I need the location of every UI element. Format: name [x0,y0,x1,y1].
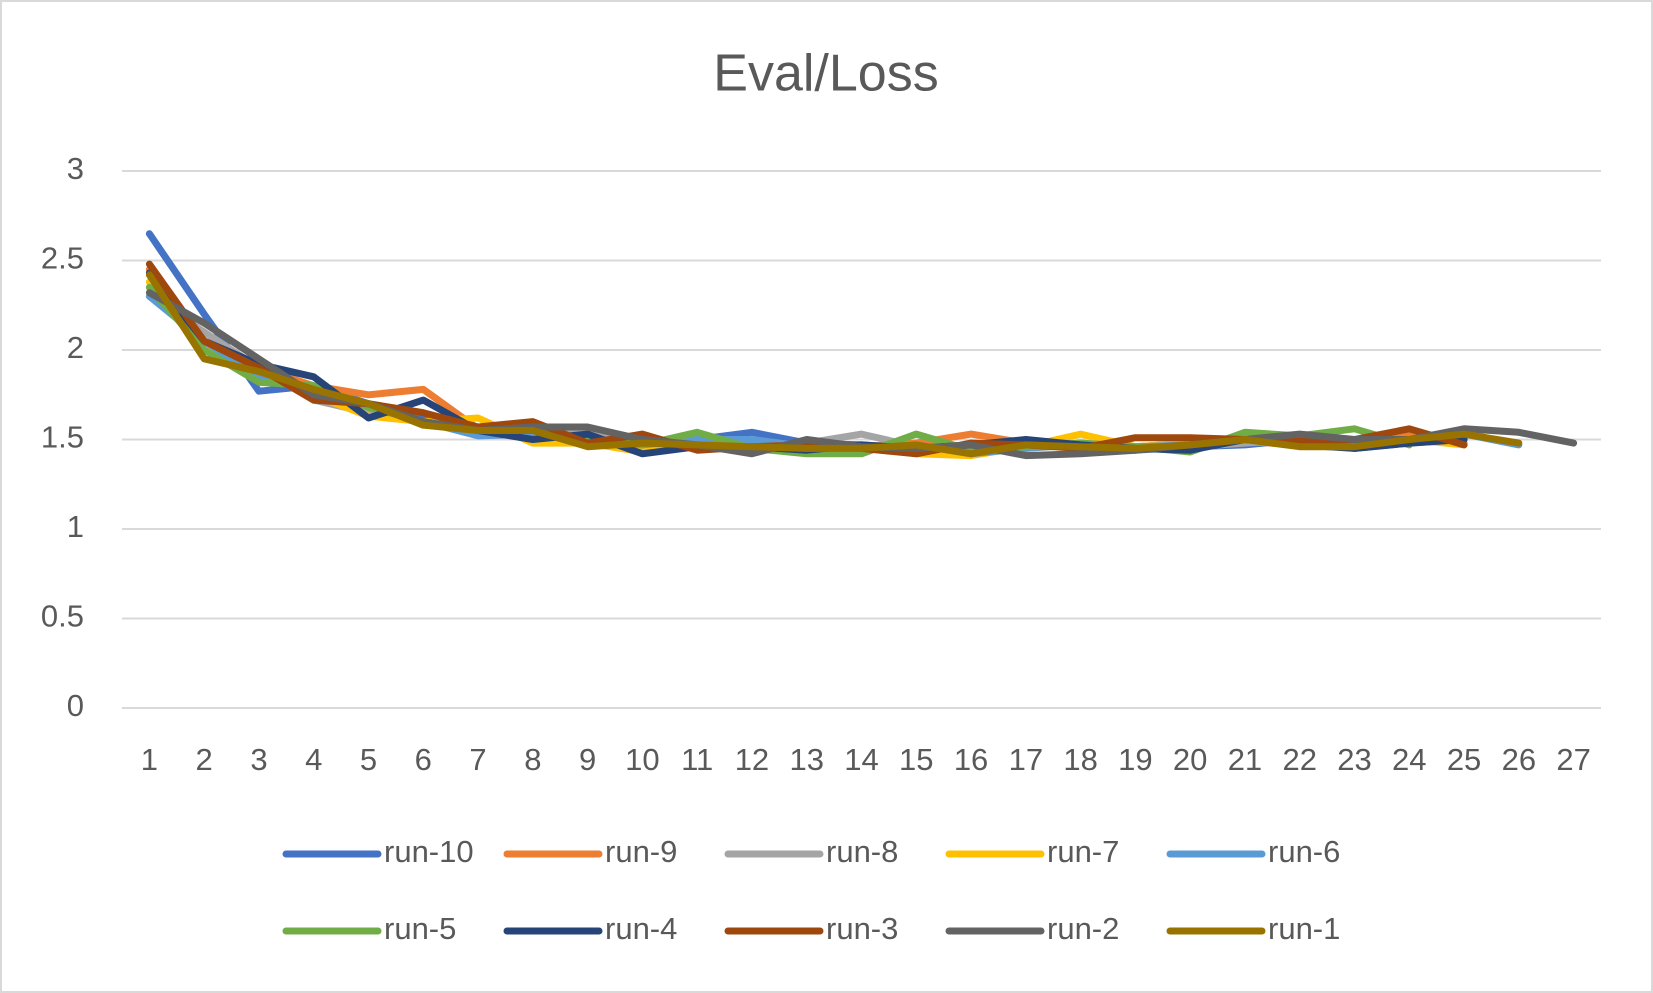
x-tick-label: 3 [250,742,267,777]
x-tick-label: 15 [899,742,933,777]
x-tick-label: 22 [1282,742,1316,777]
legend-label: run-2 [1047,911,1119,946]
x-tick-label: 26 [1502,742,1536,777]
x-tick-label: 17 [1009,742,1043,777]
x-tick-label: 21 [1228,742,1262,777]
x-tick-label: 8 [524,742,541,777]
legend-label: run-6 [1268,834,1340,869]
x-tick-label: 19 [1118,742,1152,777]
x-tick-label: 20 [1173,742,1207,777]
legend-label: run-1 [1268,911,1340,946]
y-tick-label: 1.5 [41,420,84,455]
x-tick-label: 6 [415,742,432,777]
x-tick-label: 14 [844,742,878,777]
x-tick-label: 4 [305,742,322,777]
x-tick-label: 13 [789,742,823,777]
legend-label: run-9 [605,834,677,869]
y-tick-label: 2 [67,330,84,365]
x-tick-label: 1 [141,742,158,777]
y-tick-label: 3 [67,151,84,186]
x-tick-label: 24 [1392,742,1426,777]
x-tick-label: 18 [1063,742,1097,777]
series-line [145,271,1523,458]
y-tick-label: 1 [67,509,84,544]
x-tick-label: 27 [1556,742,1590,777]
legend-label: run-5 [384,911,456,946]
y-tick-label: 0 [67,688,84,723]
x-tick-label: 5 [360,742,377,777]
x-tick-label: 2 [196,742,213,777]
x-tick-label: 10 [625,742,659,777]
x-tick-label: 23 [1337,742,1371,777]
y-tick-label: 0.5 [41,599,84,634]
legend-label: run-4 [605,911,677,946]
x-tick-label: 25 [1447,742,1481,777]
x-tick-label: 11 [681,742,713,777]
x-tick-label: 16 [954,742,988,777]
x-tick-label: 12 [735,742,769,777]
legend-label: run-3 [826,911,898,946]
x-tick-label: 7 [469,742,486,777]
chart-title: Eval/Loss [713,45,938,103]
legend-label: run-8 [826,834,898,869]
legend-label: run-10 [384,834,474,869]
legend-label: run-7 [1047,834,1119,869]
x-tick-label: 9 [579,742,596,777]
y-tick-label: 2.5 [41,241,84,276]
